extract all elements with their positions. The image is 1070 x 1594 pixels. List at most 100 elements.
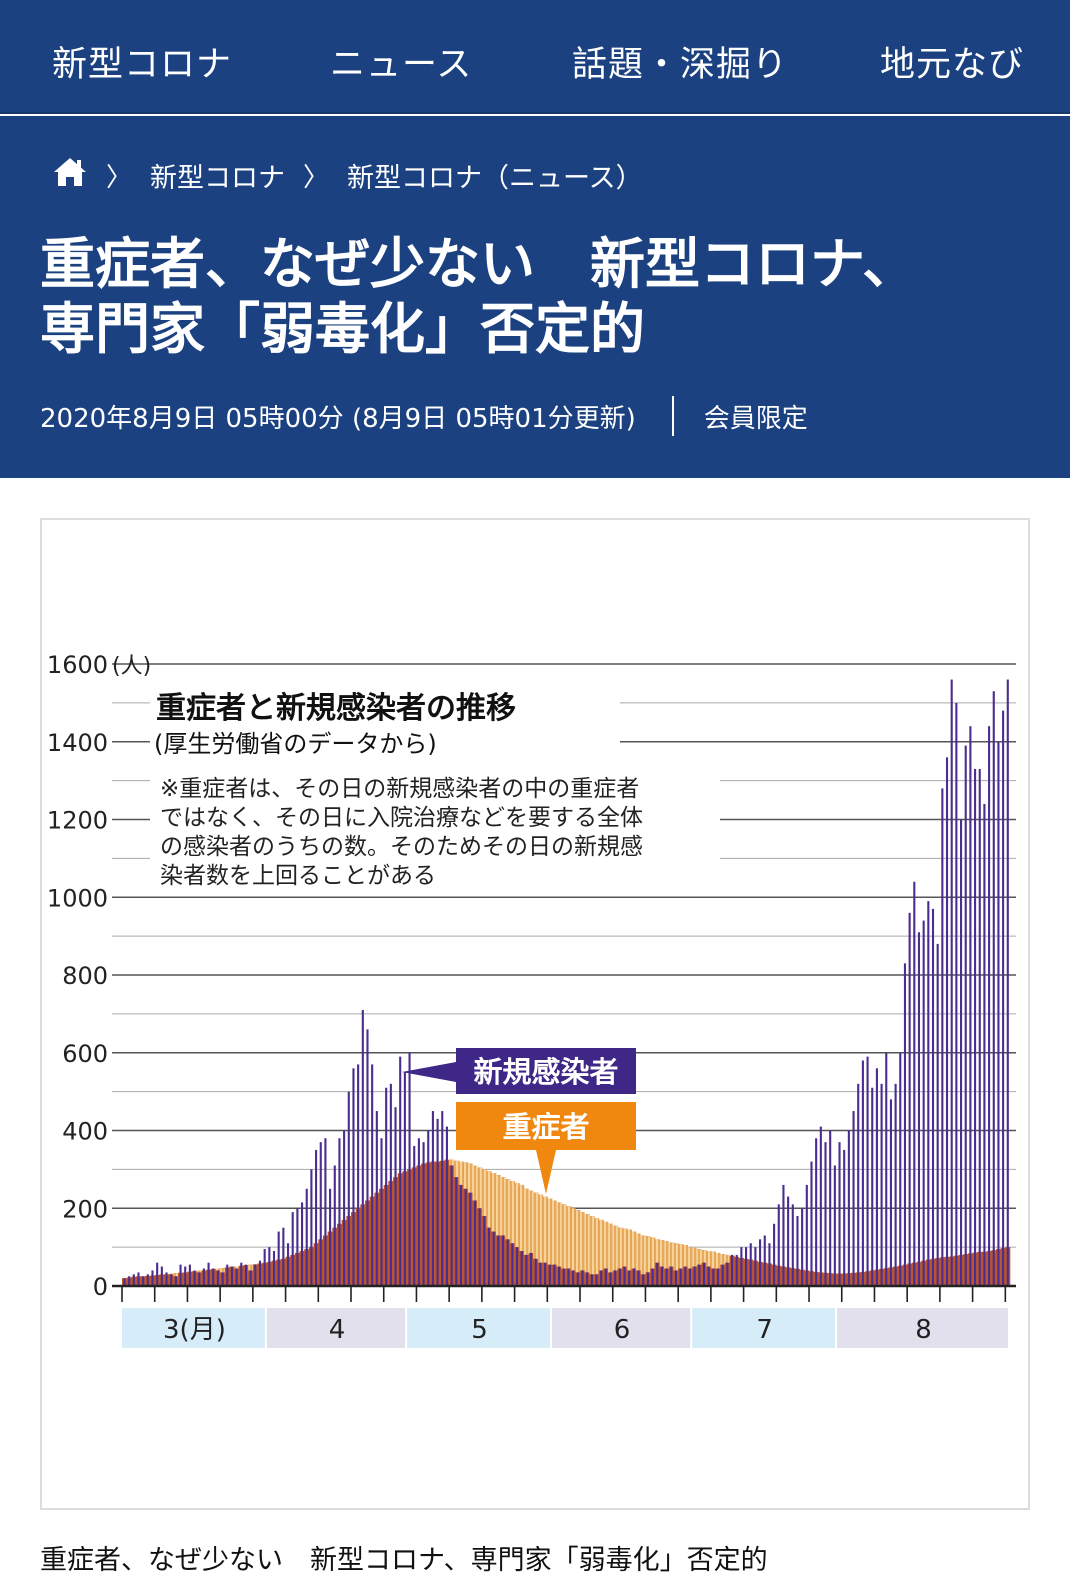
new-cases-bar (174, 1276, 177, 1286)
month-label: 4 (329, 1315, 346, 1345)
new-cases-bar (240, 1262, 243, 1286)
new-cases-bar (380, 1138, 383, 1286)
new-cases-bar (520, 1251, 523, 1286)
new-cases-bar (492, 1231, 495, 1286)
new-cases-bar (417, 1138, 420, 1286)
new-cases-bar (450, 1165, 453, 1286)
severe-excess-bar (598, 1219, 604, 1271)
new-cases-bar (833, 1165, 836, 1286)
nav-item-local[interactable]: 地元なび (880, 45, 1025, 85)
new-cases-bar (623, 1266, 626, 1286)
severe-excess-bar (622, 1228, 628, 1267)
article-meta: 2020年8月9日 05時00分 (8月9日 05時01分更新) 会員限定 (40, 396, 808, 436)
new-cases-bar (768, 1243, 771, 1286)
severe-excess-bar (608, 1223, 614, 1273)
chart: 0 200 400 600 800 1000 1200 1400 1600 (人) 3(月) 4 5 6… (47, 651, 1016, 1348)
new-cases-bar (544, 1262, 547, 1286)
severe-excess-bar (486, 1171, 492, 1228)
month-band (837, 1308, 1008, 1348)
y-tick-label: 1000 (47, 884, 108, 912)
severe-excess-bar (668, 1242, 674, 1267)
new-cases-bar (609, 1272, 612, 1286)
new-cases-bar (572, 1270, 575, 1286)
new-cases-bar (707, 1266, 710, 1286)
new-cases-bar (852, 1111, 855, 1286)
new-cases-bar (291, 1212, 294, 1286)
severe-excess-bar (481, 1169, 487, 1217)
home-icon[interactable] (52, 156, 88, 195)
new-cases-bar (263, 1249, 266, 1286)
severe-excess-bar (449, 1159, 455, 1166)
severe-excess-bar (234, 1266, 240, 1269)
new-cases-bar (843, 1149, 846, 1286)
breadcrumb-item-corona-news[interactable]: 新型コロナ（ニュース） (347, 163, 643, 194)
new-cases-bar (796, 1216, 799, 1286)
y-unit-label: (人) (112, 654, 151, 679)
new-cases-bar (455, 1177, 458, 1286)
new-cases-bar (917, 932, 921, 1286)
severe-excess-bar (533, 1192, 539, 1259)
severe-excess-bar (710, 1251, 716, 1269)
new-cases-bar (688, 1268, 692, 1286)
new-cases-bar (590, 1274, 593, 1286)
nav-item-topics[interactable]: 話題・深掘り (572, 45, 789, 85)
new-cases-bar (889, 1099, 892, 1286)
severe-excess-bar (561, 1204, 567, 1269)
chart-subtitle: (厚生労働省のデータから) (154, 730, 437, 758)
legend-severe-box (456, 1102, 636, 1150)
new-cases-bar (684, 1266, 687, 1286)
new-cases-bar (389, 1083, 392, 1286)
new-cases-bar (329, 1188, 332, 1286)
nav-item-news[interactable]: ニュース (330, 45, 473, 85)
article-figure[interactable]: 0 200 400 600 800 1000 1200 1400 1600 (人) 3(月) 4 5 6… (40, 518, 1030, 1510)
new-cases-bar (1002, 710, 1005, 1286)
new-cases-bar (408, 1052, 411, 1286)
severe-excess-bar (636, 1233, 642, 1271)
new-cases-bar (301, 1202, 304, 1286)
month-label: 5 (471, 1315, 488, 1345)
month-band (266, 1308, 406, 1348)
new-cases-bar (847, 1130, 850, 1286)
new-cases-bar (927, 901, 930, 1286)
new-cases-bar (324, 1138, 327, 1286)
severe-excess-bar (682, 1245, 688, 1267)
new-cases-bar (660, 1266, 663, 1286)
breadcrumb-item-corona[interactable]: 新型コロナ (150, 163, 286, 194)
chart-note-line-3: の感染者のうちの数。そのためその日の新規感 (160, 834, 643, 860)
new-cases-bar (782, 1184, 785, 1286)
new-cases-bar (815, 1138, 818, 1286)
severe-excess-bar (570, 1208, 576, 1271)
new-cases-bar (637, 1270, 640, 1286)
new-cases-bar (871, 1087, 874, 1286)
nav-item-corona[interactable]: 新型コロナ (52, 45, 233, 85)
severe-excess-bar (463, 1162, 469, 1189)
chevron-right-icon: 〉 (106, 163, 133, 193)
new-cases-bar (759, 1239, 762, 1286)
severe-excess-bar (220, 1268, 226, 1273)
new-cases-bar (184, 1266, 187, 1286)
new-cases-bar (787, 1196, 790, 1286)
severe-excess-bar (575, 1210, 581, 1273)
month-label: 7 (756, 1315, 773, 1345)
new-cases-bar (315, 1149, 318, 1286)
new-cases-bar (403, 1072, 406, 1286)
figure-caption: 重症者、なぜ少ない 新型コロナ、専門家「弱毒化」否定的 (40, 1545, 768, 1576)
severe-excess-bar (696, 1249, 702, 1265)
new-cases-bar (763, 1235, 766, 1286)
chart-title-bg (150, 688, 620, 760)
severe-excess-bar (566, 1206, 571, 1269)
new-cases-bar (931, 908, 935, 1286)
new-cases-bar (539, 1262, 542, 1286)
new-cases-bar (875, 1068, 878, 1286)
severe-excess-bar (215, 1268, 221, 1271)
severe-excess-bar (491, 1173, 497, 1232)
new-cases-bar (899, 1052, 902, 1286)
chart-note-bg (150, 770, 720, 894)
new-cases-bar (366, 1029, 369, 1286)
new-cases-bar (819, 1126, 822, 1286)
y-tick-label: 800 (62, 962, 108, 990)
severe-excess-bar (631, 1231, 637, 1269)
new-cases-bar (721, 1264, 724, 1286)
new-cases-bar (272, 1251, 276, 1286)
new-cases-bar (885, 1052, 888, 1286)
